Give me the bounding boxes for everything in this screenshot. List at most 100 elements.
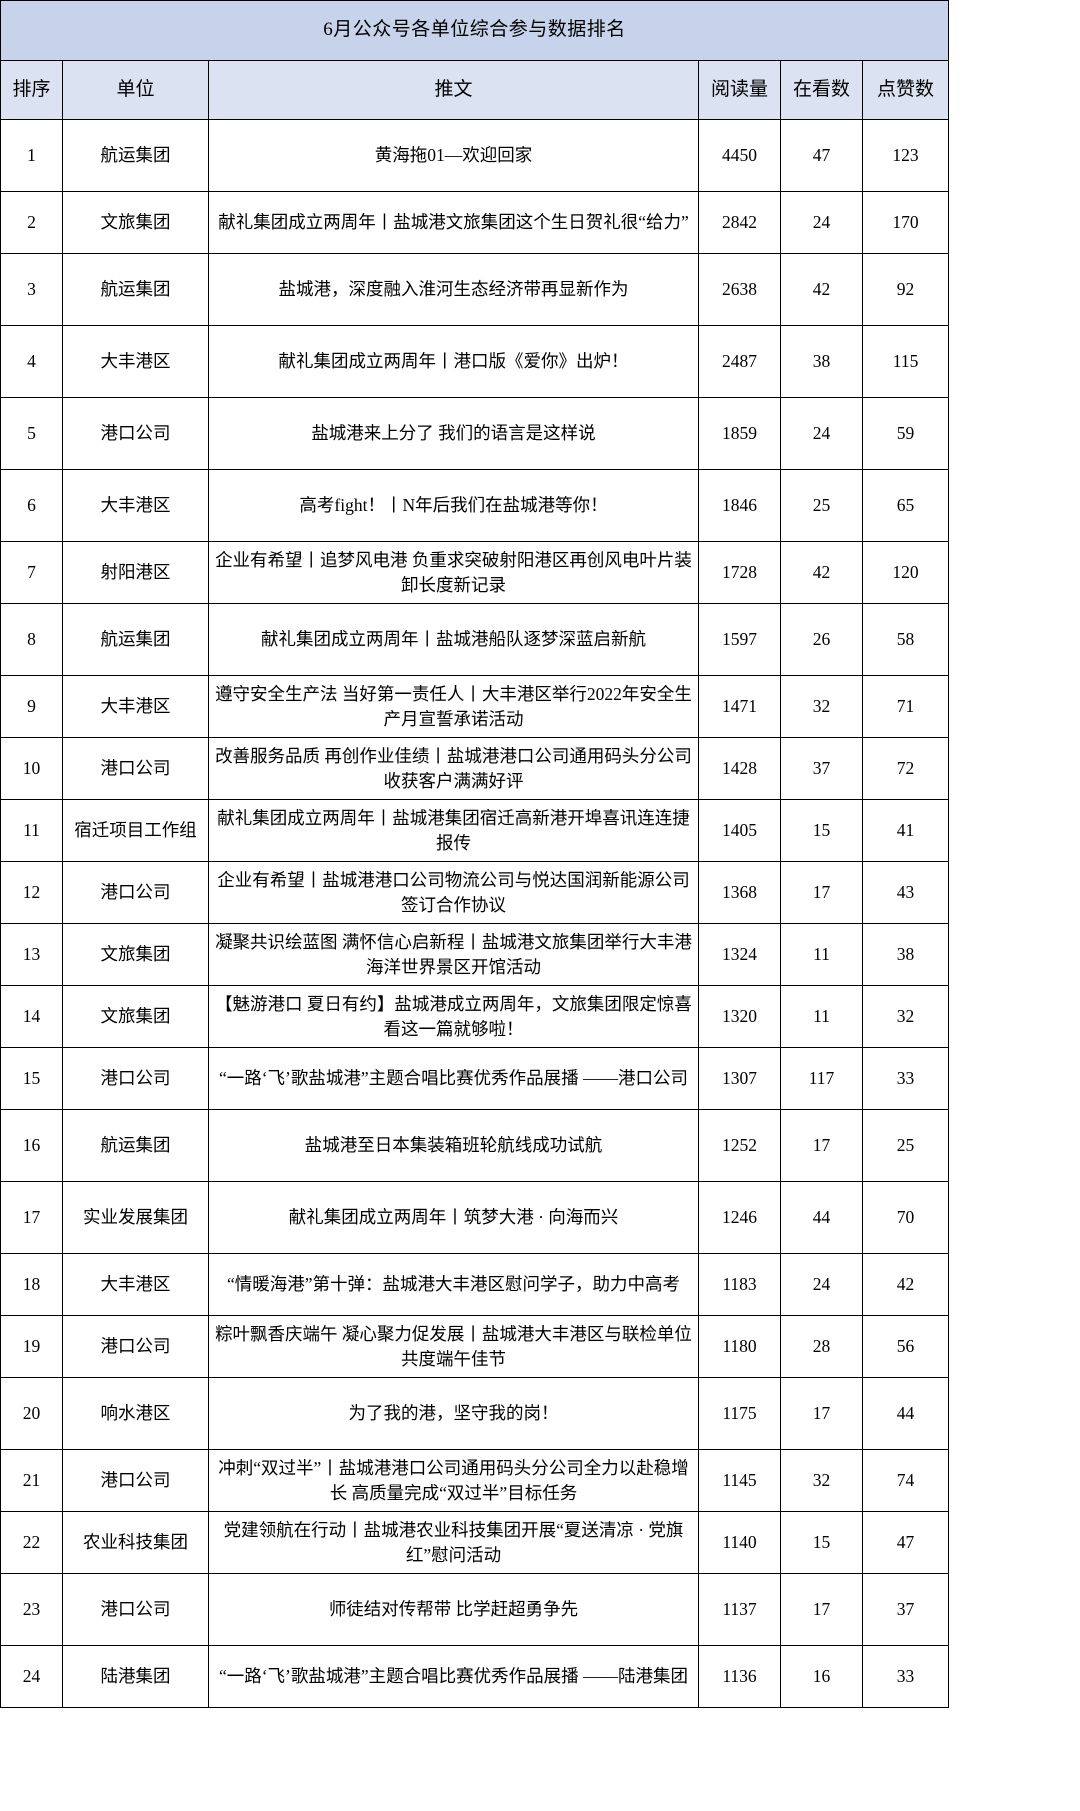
cell-like-count: 37 — [861, 1573, 950, 1646]
cell-post: 党建领航在行动丨盐城港农业科技集团开展“夏送清凉 · 党旗红”慰问活动 — [208, 1511, 699, 1574]
cell-post: 凝聚共识绘蓝图 满怀信心启新程丨盐城港文旅集团举行大丰港海洋世界景区开馆活动 — [208, 923, 699, 986]
cell-watch-count: 17 — [780, 861, 863, 924]
cell-like-count: 120 — [861, 541, 950, 604]
cell-read-count: 1252 — [698, 1109, 781, 1182]
cell-like-count: 56 — [861, 1315, 950, 1378]
cell-rank: 12 — [0, 861, 63, 924]
cell-post: 【魅游港口 夏日有约】盐城港成立两周年，文旅集团限定惊喜看这一篇就够啦！ — [208, 985, 699, 1048]
cell-read-count: 1307 — [698, 1047, 781, 1110]
cell-post: “一路‘飞’歌盐城港”主题合唱比赛优秀作品展播 ——港口公司 — [208, 1047, 699, 1110]
cell-unit: 文旅集团 — [62, 985, 209, 1048]
cell-watch-count: 24 — [780, 191, 863, 254]
cell-rank: 19 — [0, 1315, 63, 1378]
cell-unit: 农业科技集团 — [62, 1511, 209, 1574]
cell-like-count: 58 — [861, 603, 950, 676]
cell-like-count: 47 — [861, 1511, 950, 1574]
column-header-like: 点赞数 — [861, 60, 950, 120]
table-row: 3 航运集团 盐城港，深度融入淮河生态经济带再显新作为 2638 42 92 — [0, 253, 950, 326]
cell-rank: 1 — [0, 119, 63, 192]
cell-watch-count: 47 — [780, 119, 863, 192]
cell-post: 改善服务品质 再创作业佳绩丨盐城港港口公司通用码头分公司收获客户满满好评 — [208, 737, 699, 800]
table-row: 8 航运集团 献礼集团成立两周年丨盐城港船队逐梦深蓝启新航 1597 26 58 — [0, 603, 950, 676]
table-row: 20 响水港区 为了我的港，坚守我的岗！ 1175 17 44 — [0, 1377, 950, 1450]
cell-watch-count: 24 — [780, 397, 863, 470]
table-row: 14 文旅集团 【魅游港口 夏日有约】盐城港成立两周年，文旅集团限定惊喜看这一篇就够… — [0, 985, 950, 1048]
cell-watch-count: 44 — [780, 1181, 863, 1254]
cell-unit: 响水港区 — [62, 1377, 209, 1450]
cell-post: 献礼集团成立两周年丨盐城港集团宿迁高新港开埠喜讯连连捷报传 — [208, 799, 699, 862]
cell-rank: 9 — [0, 675, 63, 738]
cell-read-count: 4450 — [698, 119, 781, 192]
cell-rank: 15 — [0, 1047, 63, 1110]
cell-rank: 21 — [0, 1449, 63, 1512]
cell-rank: 5 — [0, 397, 63, 470]
column-header-read: 阅读量 — [698, 60, 781, 120]
cell-post: 盐城港来上分了 我们的语言是这样说 — [208, 397, 699, 470]
cell-watch-count: 32 — [780, 1449, 863, 1512]
cell-watch-count: 15 — [780, 799, 863, 862]
cell-post: 献礼集团成立两周年丨盐城港文旅集团这个生日贺礼很“给力” — [208, 191, 699, 254]
cell-like-count: 65 — [861, 469, 950, 542]
cell-post: 企业有希望丨追梦风电港 负重求突破射阳港区再创风电叶片装卸长度新记录 — [208, 541, 699, 604]
cell-rank: 8 — [0, 603, 63, 676]
cell-like-count: 170 — [861, 191, 950, 254]
column-header-watch: 在看数 — [780, 60, 863, 120]
cell-unit: 大丰港区 — [62, 675, 209, 738]
table-row: 12 港口公司 企业有希望丨盐城港港口公司物流公司与悦达国润新能源公司签订合作协议 1… — [0, 861, 950, 924]
table-row: 9 大丰港区 遵守安全生产法 当好第一责任人丨大丰港区举行2022年安全生产月宣誓承… — [0, 675, 950, 738]
table-row: 4 大丰港区 献礼集团成立两周年丨港口版《爱你》出炉！ 2487 38 115 — [0, 325, 950, 398]
cell-rank: 23 — [0, 1573, 63, 1646]
table-title: 6月公众号各单位综合参与数据排名 — [0, 0, 950, 61]
cell-watch-count: 24 — [780, 1253, 863, 1316]
column-header-post: 推文 — [208, 60, 699, 120]
cell-read-count: 1428 — [698, 737, 781, 800]
table-row: 10 港口公司 改善服务品质 再创作业佳绩丨盐城港港口公司通用码头分公司收获客户满满… — [0, 737, 950, 800]
cell-unit: 大丰港区 — [62, 469, 209, 542]
cell-like-count: 92 — [861, 253, 950, 326]
cell-watch-count: 28 — [780, 1315, 863, 1378]
cell-like-count: 44 — [861, 1377, 950, 1450]
cell-post: 师徒结对传帮带 比学赶超勇争先 — [208, 1573, 699, 1646]
cell-watch-count: 38 — [780, 325, 863, 398]
cell-like-count: 59 — [861, 397, 950, 470]
cell-rank: 18 — [0, 1253, 63, 1316]
cell-unit: 航运集团 — [62, 603, 209, 676]
cell-post: 冲刺“双过半”丨盐城港港口公司通用码头分公司全力以赴稳增长 高质量完成“双过半”… — [208, 1449, 699, 1512]
cell-read-count: 1728 — [698, 541, 781, 604]
table-row: 21 港口公司 冲刺“双过半”丨盐城港港口公司通用码头分公司全力以赴稳增长 高质量完… — [0, 1449, 950, 1512]
cell-like-count: 72 — [861, 737, 950, 800]
cell-read-count: 1859 — [698, 397, 781, 470]
cell-unit: 航运集团 — [62, 253, 209, 326]
table-header-row: 排序 单位 推文 阅读量 在看数 点赞数 — [0, 60, 950, 120]
cell-post: 盐城港，深度融入淮河生态经济带再显新作为 — [208, 253, 699, 326]
cell-like-count: 33 — [861, 1047, 950, 1110]
table-row: 19 港口公司 粽叶飘香庆端午 凝心聚力促发展丨盐城港大丰港区与联检单位共度端午佳节… — [0, 1315, 950, 1378]
table-row: 11 宿迁项目工作组 献礼集团成立两周年丨盐城港集团宿迁高新港开埠喜讯连连捷报传 14… — [0, 799, 950, 862]
table-row: 6 大丰港区 高考fight！丨N年后我们在盐城港等你！ 1846 25 65 — [0, 469, 950, 542]
cell-rank: 10 — [0, 737, 63, 800]
table-row: 22 农业科技集团 党建领航在行动丨盐城港农业科技集团开展“夏送清凉 · 党旗红”慰… — [0, 1511, 950, 1574]
table-row: 17 实业发展集团 献礼集团成立两周年丨筑梦大港 · 向海而兴 1246 44 70 — [0, 1181, 950, 1254]
cell-like-count: 25 — [861, 1109, 950, 1182]
cell-unit: 宿迁项目工作组 — [62, 799, 209, 862]
cell-post: 献礼集团成立两周年丨筑梦大港 · 向海而兴 — [208, 1181, 699, 1254]
table-row: 24 陆港集团 “一路‘飞’歌盐城港”主题合唱比赛优秀作品展播 ——陆港集团 1136… — [0, 1645, 950, 1708]
column-header-unit: 单位 — [62, 60, 209, 120]
cell-post: 粽叶飘香庆端午 凝心聚力促发展丨盐城港大丰港区与联检单位共度端午佳节 — [208, 1315, 699, 1378]
table-row: 18 大丰港区 “情暖海港”第十弹：盐城港大丰港区慰问学子，助力中高考 1183 24 4… — [0, 1253, 950, 1316]
cell-read-count: 1405 — [698, 799, 781, 862]
cell-unit: 港口公司 — [62, 1449, 209, 1512]
cell-read-count: 2638 — [698, 253, 781, 326]
cell-like-count: 33 — [861, 1645, 950, 1708]
cell-watch-count: 117 — [780, 1047, 863, 1110]
cell-watch-count: 32 — [780, 675, 863, 738]
cell-like-count: 32 — [861, 985, 950, 1048]
table-row: 13 文旅集团 凝聚共识绘蓝图 满怀信心启新程丨盐城港文旅集团举行大丰港海洋世界景区… — [0, 923, 950, 986]
cell-watch-count: 26 — [780, 603, 863, 676]
cell-post: 献礼集团成立两周年丨港口版《爱你》出炉！ — [208, 325, 699, 398]
cell-unit: 港口公司 — [62, 737, 209, 800]
cell-rank: 16 — [0, 1109, 63, 1182]
cell-unit: 大丰港区 — [62, 325, 209, 398]
cell-like-count: 71 — [861, 675, 950, 738]
table-row: 5 港口公司 盐城港来上分了 我们的语言是这样说 1859 24 59 — [0, 397, 950, 470]
